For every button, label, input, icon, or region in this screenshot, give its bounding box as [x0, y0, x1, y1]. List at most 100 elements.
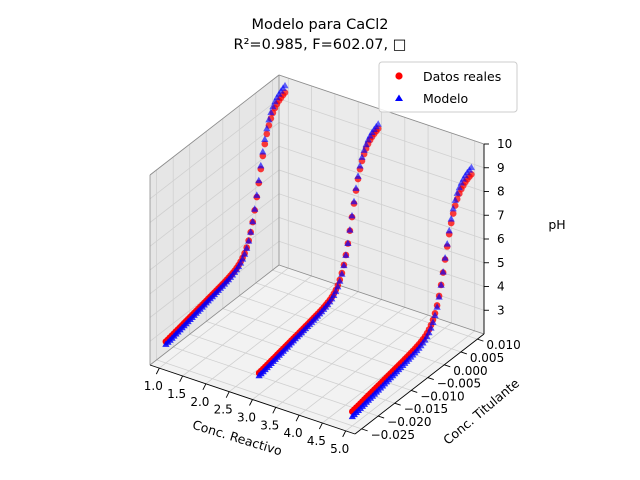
point-modelo: [356, 162, 364, 169]
point-modelo: [263, 124, 271, 132]
point-modelo: [467, 163, 475, 171]
point-modelo: [362, 140, 370, 148]
y-tick-label: −0.020: [387, 415, 431, 429]
y-tick-mark: [427, 377, 434, 381]
point-modelo: [261, 135, 269, 142]
x-tick-mark: [272, 407, 277, 414]
legend-label-datos-reales: Datos reales: [423, 69, 501, 84]
y-tick-mark: [460, 351, 467, 355]
pane-edge: [149, 74, 280, 176]
point-datos-reales: [261, 140, 269, 148]
point-modelo: [439, 268, 447, 275]
y-tick-label: −0.025: [371, 428, 415, 442]
point-modelo: [346, 226, 354, 233]
point-modelo: [334, 282, 342, 290]
point-modelo: [431, 311, 439, 319]
y-tick-mark: [361, 428, 368, 432]
z-tick-label: 6: [497, 232, 505, 246]
point-modelo: [269, 102, 277, 110]
point-modelo: [328, 294, 336, 302]
legend-marker-modelo: [395, 94, 403, 101]
z-axis-label: pH: [548, 217, 565, 232]
point-modelo: [235, 262, 243, 270]
point-modelo: [259, 148, 267, 155]
point-datos-reales: [281, 89, 289, 96]
x-tick-mark: [179, 375, 184, 383]
pane-edge: [149, 264, 280, 366]
y-tick-mark: [394, 402, 401, 406]
legend-label-modelo: Modelo: [423, 91, 468, 106]
legend-marker-datos-reales: [395, 72, 403, 80]
x-tick-label: 4.0: [284, 426, 303, 440]
point-modelo: [255, 176, 263, 184]
x-tick-mark: [295, 414, 300, 422]
point-datos-reales: [449, 210, 457, 217]
point-modelo: [429, 318, 437, 325]
y-tick-mark: [477, 338, 484, 342]
x-tick-label: 3.5: [260, 418, 279, 432]
point-modelo: [239, 255, 247, 262]
point-modelo: [453, 189, 461, 196]
x-tick-mark: [318, 422, 323, 430]
point-modelo: [265, 115, 273, 123]
y-tick-label: 0.000: [453, 364, 487, 378]
point-modelo: [358, 153, 366, 160]
legend: Datos reales Modelo: [378, 61, 518, 113]
legend-box: [378, 61, 518, 113]
point-modelo: [459, 175, 467, 182]
point-modelo: [342, 251, 350, 258]
y-tick-label: −0.015: [404, 402, 448, 416]
point-modelo: [354, 172, 362, 179]
point-modelo: [352, 184, 360, 191]
point-modelo: [249, 217, 257, 225]
point-modelo: [332, 287, 340, 295]
y-tick-label: −0.005: [437, 377, 481, 391]
point-modelo: [257, 161, 265, 169]
point-datos-reales: [263, 130, 271, 138]
point-modelo: [247, 228, 255, 235]
point-modelo: [423, 332, 431, 340]
point-modelo: [421, 336, 429, 343]
y-axis-line: [354, 333, 485, 435]
point-modelo: [241, 250, 249, 257]
point-modelo: [447, 215, 455, 222]
point-modelo: [366, 132, 374, 139]
point-modelo: [271, 97, 279, 105]
point-modelo: [350, 197, 358, 205]
data-points: [162, 81, 475, 420]
point-modelo: [267, 108, 275, 116]
point-modelo: [330, 291, 338, 298]
z-tick-label: 7: [497, 208, 505, 222]
chart-title: Modelo para CaCl2: [252, 17, 389, 33]
point-modelo: [457, 179, 465, 186]
point-modelo: [253, 191, 261, 198]
x-tick-label: 2.0: [190, 395, 209, 409]
point-modelo: [443, 240, 451, 247]
z-tick-label: 5: [497, 256, 505, 270]
x-tick-label: 1.5: [167, 387, 186, 401]
y-tick-mark: [378, 415, 385, 419]
point-modelo: [348, 212, 356, 219]
z-tick-label: 4: [497, 280, 505, 294]
point-datos-reales: [468, 171, 475, 178]
point-modelo: [251, 205, 259, 212]
x-tick-mark: [342, 430, 347, 438]
z-tick-label: 10: [497, 137, 512, 151]
y-tick-mark: [411, 389, 418, 393]
y-tick-mark: [444, 364, 451, 368]
x-tick-label: 3.0: [237, 411, 256, 425]
point-modelo: [336, 277, 344, 284]
point-modelo: [340, 261, 348, 269]
point-modelo: [338, 270, 346, 277]
chart-subtitle: R²=0.985, F=602.07, □: [234, 37, 407, 53]
x-tick-label: 5.0: [330, 442, 349, 456]
point-modelo: [273, 93, 281, 101]
point-modelo: [435, 293, 443, 300]
point-modelo: [237, 259, 245, 266]
point-modelo: [374, 120, 382, 127]
point-modelo: [455, 183, 463, 191]
point-modelo: [243, 244, 251, 251]
point-modelo: [360, 146, 368, 153]
x-tick-label: 1.0: [144, 379, 163, 393]
